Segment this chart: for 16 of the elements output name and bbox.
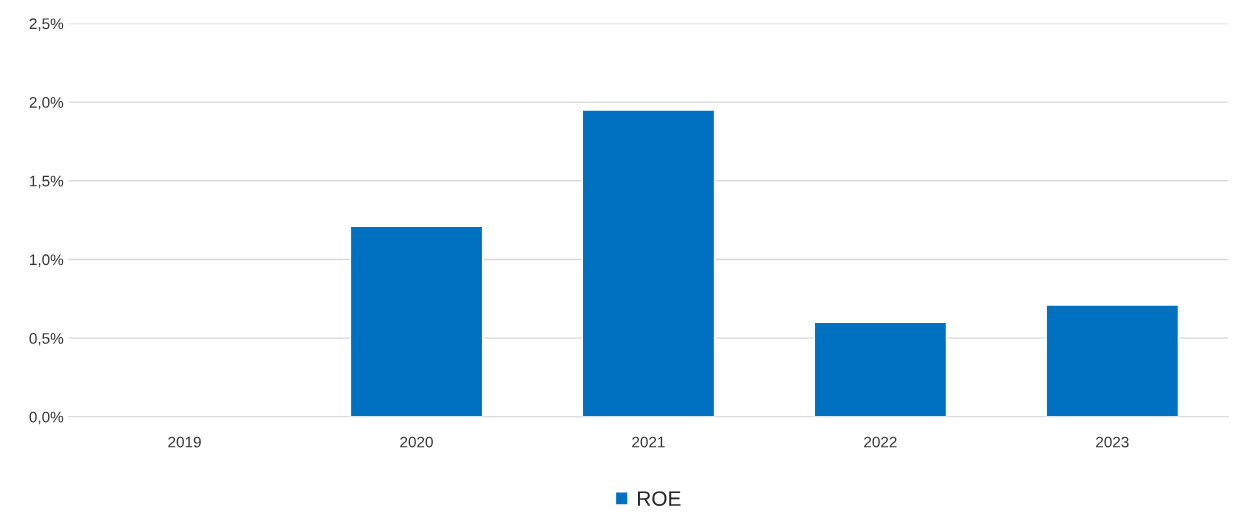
x-tick-label: 2021: [632, 436, 665, 448]
x-tick-label: 2023: [1096, 436, 1129, 448]
y-tick-label: 2,5%: [29, 18, 64, 31]
y-tick-label: 0,0%: [29, 411, 64, 425]
bar: [349, 225, 484, 417]
x-tick-label: 2020: [400, 436, 433, 448]
bar: [1045, 304, 1180, 417]
x-tick-label: 2022: [864, 436, 897, 448]
y-tick-label: 2,0%: [29, 96, 64, 110]
x-tick-label: 2019: [168, 436, 201, 448]
bar: [581, 109, 716, 417]
y-tick-label: 0,5%: [29, 333, 64, 346]
legend-label: ROE: [637, 491, 681, 506]
bar: [813, 321, 948, 417]
y-tick-label: 1,0%: [30, 254, 64, 267]
y-tick-label: 1,5%: [30, 175, 64, 189]
